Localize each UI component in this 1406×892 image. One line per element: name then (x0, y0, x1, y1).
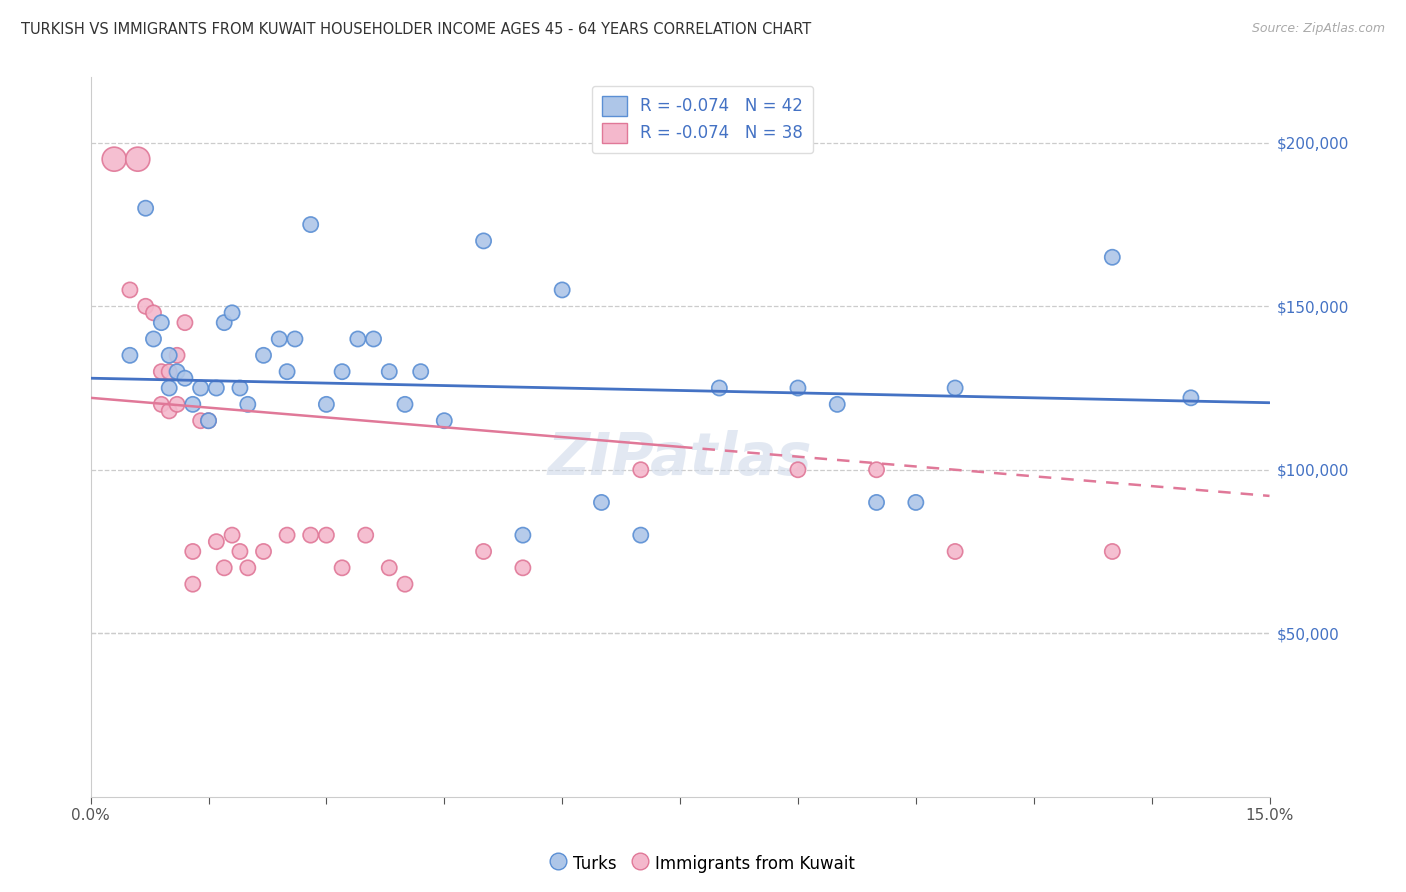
Point (315, 397, 337, 411)
Point (135, 201, 157, 215)
Point (150, 365, 173, 379)
Point (174, 371, 197, 385)
Legend: R = -0.074   N = 42, R = -0.074   N = 38: R = -0.074 N = 42, R = -0.074 N = 38 (592, 86, 813, 153)
Point (103, 152, 125, 166)
Point (221, 306, 243, 320)
Point (135, 299, 157, 313)
Point (865, 495, 887, 509)
Point (118, 283, 141, 297)
Point (378, 561, 401, 575)
Point (394, 577, 416, 591)
Point (197, 414, 219, 428)
Point (825, 397, 848, 411)
Point (166, 348, 188, 362)
Point (157, 365, 180, 379)
Point (212, 561, 235, 575)
Point (142, 332, 165, 346)
Point (157, 404, 180, 418)
Point (229, 544, 252, 558)
Point (904, 495, 927, 509)
Point (142, 306, 165, 320)
Text: TURKISH VS IMMIGRANTS FROM KUWAIT HOUSEHOLDER INCOME AGES 45 - 64 YEARS CORRELAT: TURKISH VS IMMIGRANTS FROM KUWAIT HOUSEH… (21, 22, 811, 37)
Point (157, 348, 180, 362)
Point (630, 463, 652, 477)
Point (205, 534, 228, 549)
Point (166, 397, 188, 411)
Point (315, 528, 337, 542)
Point (943, 381, 966, 395)
Point (1101, 544, 1123, 558)
Point (221, 528, 243, 542)
Point (394, 397, 416, 411)
Point (276, 365, 298, 379)
Point (787, 381, 810, 395)
Point (472, 234, 495, 248)
Point (127, 152, 149, 166)
Point (299, 528, 322, 542)
Point (252, 544, 274, 558)
Point (197, 414, 219, 428)
Point (150, 397, 173, 411)
Point (433, 414, 456, 428)
Point (284, 332, 307, 346)
Point (409, 365, 432, 379)
Point (591, 495, 613, 509)
Point (118, 348, 141, 362)
Point (1180, 391, 1202, 405)
Text: Source: ZipAtlas.com: Source: ZipAtlas.com (1251, 22, 1385, 36)
Point (363, 332, 385, 346)
Point (1101, 250, 1123, 264)
Point (190, 381, 212, 395)
Point (378, 365, 401, 379)
Point (181, 577, 204, 591)
Point (212, 316, 235, 330)
Point (354, 528, 377, 542)
Point (236, 397, 259, 411)
Point (512, 528, 534, 542)
Point (551, 283, 574, 297)
Point (205, 381, 228, 395)
Point (276, 528, 298, 542)
Point (512, 561, 534, 575)
Point (330, 561, 353, 575)
Point (269, 332, 291, 346)
Point (181, 544, 204, 558)
Point (181, 397, 204, 411)
Point (190, 414, 212, 428)
Point (330, 365, 353, 379)
Point (787, 463, 810, 477)
Point (157, 381, 180, 395)
Point (150, 316, 173, 330)
Point (236, 561, 259, 575)
Point (630, 528, 652, 542)
Point (229, 381, 252, 395)
Point (347, 332, 370, 346)
Point (709, 381, 731, 395)
Point (472, 544, 495, 558)
Text: ZIPatlas: ZIPatlas (548, 430, 813, 487)
Point (865, 463, 887, 477)
Point (166, 365, 188, 379)
Point (299, 218, 322, 232)
Point (174, 316, 197, 330)
Point (943, 544, 966, 558)
Point (252, 348, 274, 362)
Legend: Turks, Immigrants from Kuwait: Turks, Immigrants from Kuwait (544, 847, 862, 880)
